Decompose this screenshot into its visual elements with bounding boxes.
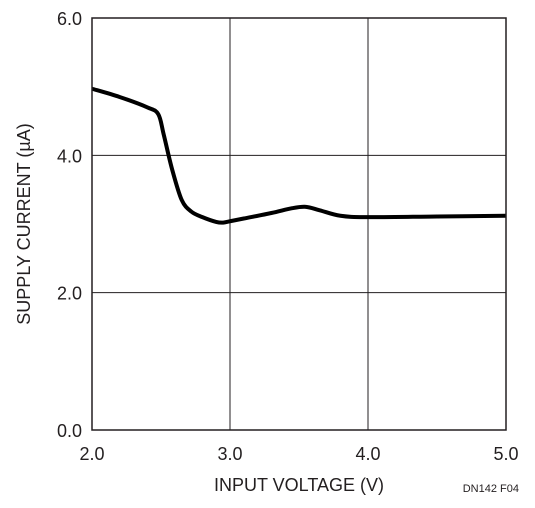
y-tick-label: 6.0: [57, 9, 82, 29]
grid: [91, 17, 507, 431]
series-layer: [91, 86, 507, 225]
x-tick-label: 2.0: [79, 444, 104, 464]
x-tick-label: 4.0: [355, 444, 380, 464]
figure-id: DN142 F04: [463, 483, 519, 495]
y-tick-labels: 0.0 2.0 4.0 6.0: [57, 9, 82, 441]
y-tick-label: 4.0: [57, 146, 82, 166]
x-tick-label: 5.0: [493, 444, 518, 464]
y-tick-label: 0.0: [57, 421, 82, 441]
plot-frame: [91, 17, 507, 431]
y-tick-label: 2.0: [57, 284, 82, 304]
y-axis-title: SUPPLY CURRENT (µA): [14, 123, 34, 324]
x-axis-title: INPUT VOLTAGE (V): [214, 475, 384, 495]
series-line-0: [91, 86, 507, 225]
x-tick-label: 3.0: [217, 444, 242, 464]
x-tick-labels: 2.0 3.0 4.0 5.0: [79, 444, 518, 464]
